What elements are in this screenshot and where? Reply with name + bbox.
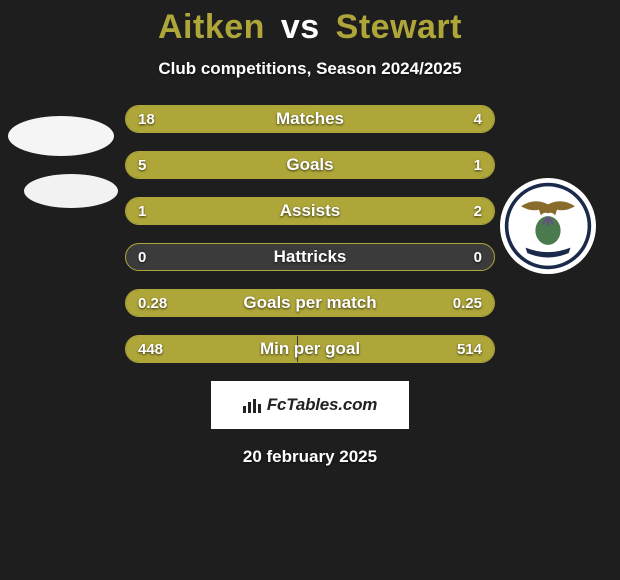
stat-value-left: 448 (138, 336, 163, 362)
stat-bar-matches: 18 Matches 4 (125, 105, 495, 133)
watermark-text: FcTables.com (267, 395, 377, 415)
stat-fill-left (126, 152, 433, 178)
title-player1: Aitken (158, 8, 265, 46)
stat-fill-right (427, 106, 494, 132)
avatar-left-2 (24, 174, 118, 208)
stat-value-right: 0 (474, 244, 482, 270)
stat-bar-assists: 1 Assists 2 (125, 197, 495, 225)
title-vs: vs (281, 8, 320, 46)
club-crest-icon (503, 181, 593, 271)
stat-value-left: 0 (138, 244, 146, 270)
title-player2: Stewart (336, 8, 462, 46)
stat-value-right: 0.25 (453, 290, 482, 316)
stat-value-left: 1 (138, 198, 146, 224)
stat-label: Hattricks (126, 244, 494, 270)
subtitle: Club competitions, Season 2024/2025 (0, 59, 620, 79)
watermark: FcTables.com (211, 381, 409, 429)
stat-fill-left (126, 106, 427, 132)
stat-value-left: 5 (138, 152, 146, 178)
avatar-left-1 (8, 116, 114, 156)
date: 20 february 2025 (0, 447, 620, 467)
content: Aitken vs Stewart Club competitions, Sea… (0, 0, 620, 580)
stat-value-left: 0.28 (138, 290, 167, 316)
stat-bar-hattricks: 0 Hattricks 0 (125, 243, 495, 271)
stat-value-left: 18 (138, 106, 155, 132)
stat-value-right: 1 (474, 152, 482, 178)
avatar-right (500, 178, 596, 274)
stat-value-right: 4 (474, 106, 482, 132)
stat-bar-goals-per-match: 0.28 Goals per match 0.25 (125, 289, 495, 317)
stat-bar-goals: 5 Goals 1 (125, 151, 495, 179)
stat-fill-right (433, 152, 494, 178)
stat-bar-min-per-goal: 448 Min per goal 514 (125, 335, 495, 363)
stat-fill-right (249, 198, 494, 224)
bars-icon (243, 397, 261, 413)
stat-value-right: 514 (457, 336, 482, 362)
page-title: Aitken vs Stewart (0, 8, 620, 47)
stat-value-right: 2 (474, 198, 482, 224)
